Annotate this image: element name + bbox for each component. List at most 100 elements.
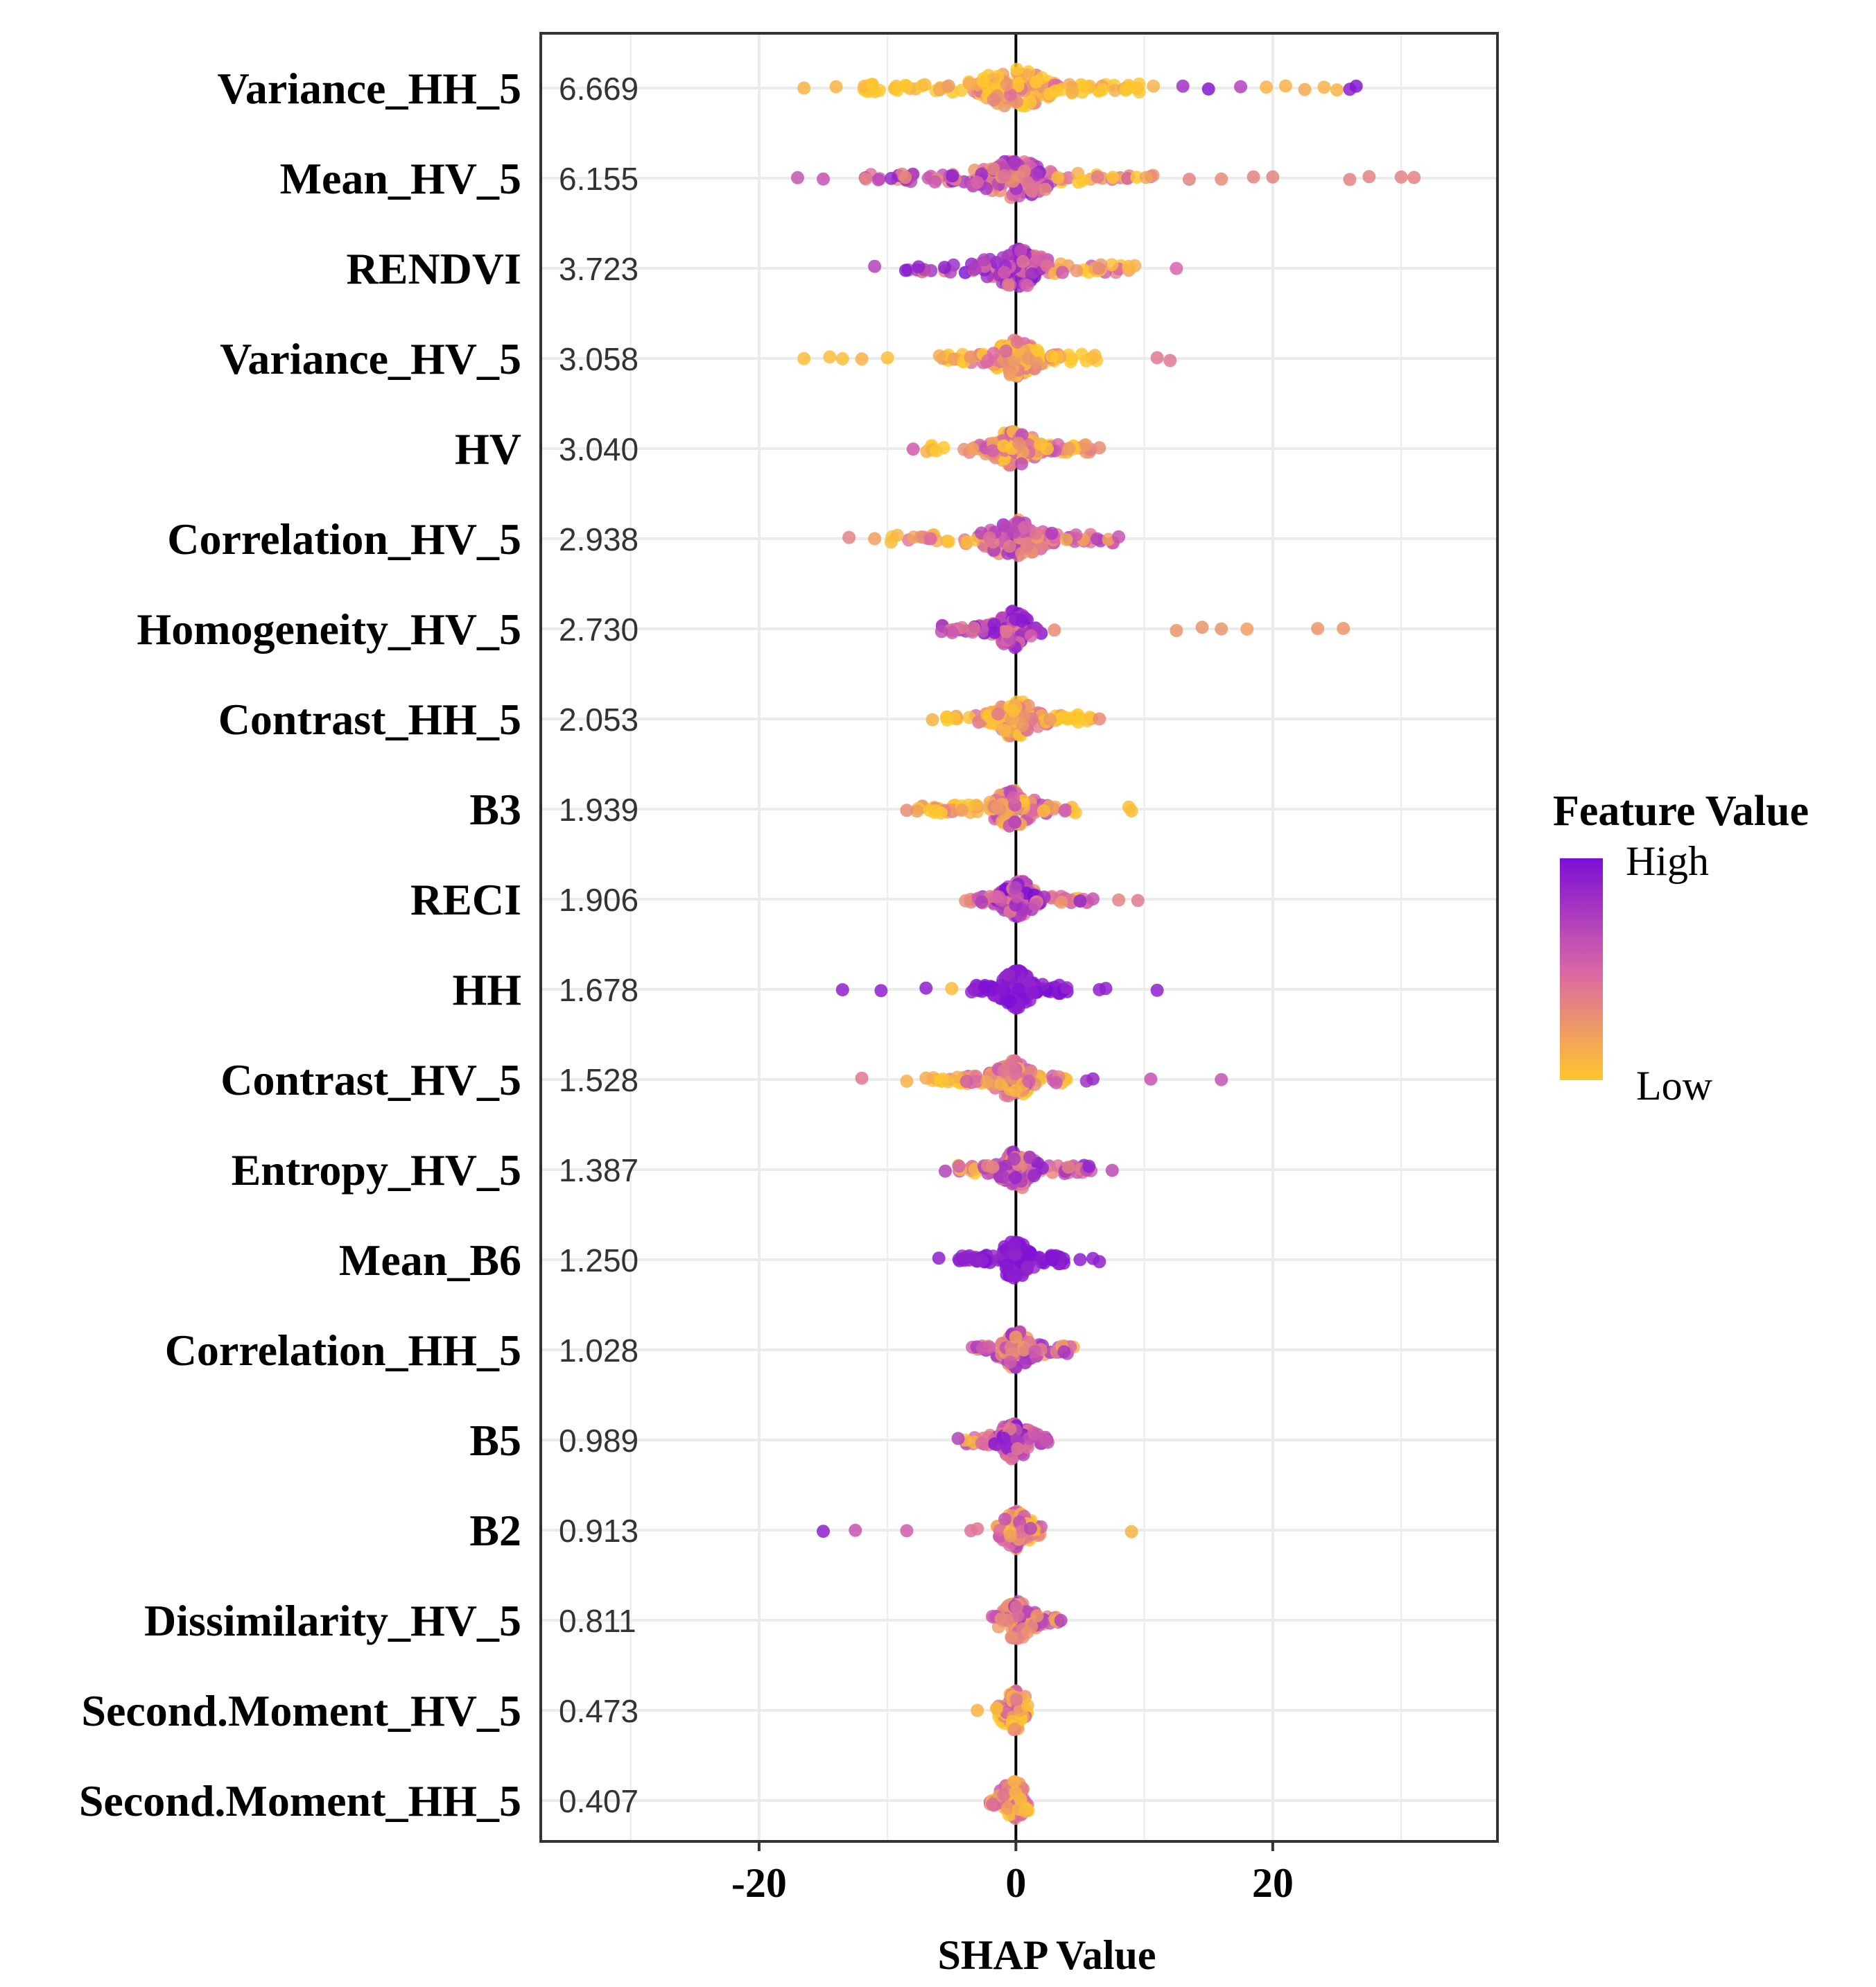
shap-point [1122,259,1136,273]
shap-point [1009,1600,1023,1614]
importance-label: 0.989 [559,1423,639,1459]
shap-point [940,713,954,727]
shap-point [912,260,926,274]
shap-point [1037,804,1050,818]
feature-points-row [932,1235,1106,1285]
shap-point [1011,982,1025,996]
shap-point [1030,1609,1044,1622]
shap-point [971,175,984,189]
shap-point [1058,804,1072,818]
shap-point [1000,1801,1014,1815]
feature-label: Mean_B6 [339,1235,521,1285]
shap-point [1027,1169,1041,1183]
shap-point [871,173,885,186]
shap-point [823,350,837,364]
legend-low-label: Low [1636,1063,1713,1109]
shap-point [1025,267,1039,281]
shap-point [1066,85,1079,99]
shap-point [1020,279,1034,293]
shap-point [1102,532,1115,546]
shap-point [1407,171,1421,184]
shap-point [1028,898,1042,912]
shap-point [1311,622,1325,636]
shap-point [1240,622,1254,636]
shap-point [975,1437,989,1450]
shap-point [1049,84,1062,98]
importance-label: 0.913 [559,1513,639,1549]
shap-point [987,162,1000,176]
importance-label: 6.669 [559,71,639,107]
shap-point [1004,1529,1018,1543]
shap-point [941,1075,955,1088]
shap-point [919,981,933,995]
feature-points-row [983,1775,1035,1825]
shap-point [932,349,946,363]
feature-label: HV [455,424,521,474]
shap-point [997,439,1011,453]
shap-point [1011,1442,1025,1456]
legend-high-label: High [1626,838,1709,884]
feature-points-row [791,155,1421,205]
shap-point [945,982,959,996]
shap-point [1150,983,1164,997]
shap-point [1004,1340,1018,1354]
shap-point [1030,75,1043,89]
shap-point [937,261,951,275]
shap-point [998,266,1011,279]
importance-label: 1.906 [559,882,639,918]
shap-point [1028,1345,1042,1359]
shap-point [1124,1525,1138,1538]
shap-point [946,169,959,183]
shap-point [980,1075,994,1088]
shap-point [1170,261,1183,275]
shap-point [1007,155,1021,168]
feature-points-row [971,1684,1034,1737]
shap-point [966,442,980,455]
shap-point [1112,893,1126,907]
shap-point [987,72,1000,86]
shap-point [1059,532,1073,546]
x-axis-ticks: -20 0 20 [731,1841,1294,1906]
shap-point [1036,1161,1049,1175]
shap-point [1023,1522,1037,1536]
importance-label: 1.387 [559,1152,639,1188]
shap-point [1003,1355,1017,1369]
shap-point [1054,1613,1068,1627]
feature-label: RECI [410,875,521,924]
shap-point [1003,368,1017,381]
importance-label: 1.028 [559,1333,639,1369]
importance-label: 0.473 [559,1693,639,1729]
shap-point [1349,79,1363,93]
shap-point [977,253,991,267]
shap-point [1015,457,1028,471]
shap-point [1039,182,1052,196]
feature-points-row [797,333,1177,383]
shap-point [1260,80,1274,94]
shap-point [1009,1247,1023,1261]
shap-point [842,530,856,544]
feature-points-row [817,1504,1138,1556]
feature-points-row [797,62,1363,113]
shap-point [970,1075,984,1088]
shap-point [855,1071,869,1085]
shap-point [934,806,948,820]
shap-point [999,1261,1013,1275]
shap-point [1001,278,1015,292]
shap-point [991,800,1005,814]
shap-point [1000,1613,1014,1627]
shap-point [1049,1076,1063,1089]
shap-point [1337,622,1350,635]
shap-point [965,985,978,999]
plot-frame [539,32,1499,1843]
shap-point [986,1797,1000,1811]
shap-point [997,1432,1011,1445]
shap-point [898,171,912,184]
shap-point [1018,164,1032,178]
shap-point [1170,624,1183,637]
shap-point [1045,526,1059,540]
shap-point [955,621,969,634]
shap-point [997,1170,1011,1184]
shap-point [932,1251,946,1265]
feature-points-row [926,695,1106,743]
importance-label: 0.811 [559,1603,636,1639]
